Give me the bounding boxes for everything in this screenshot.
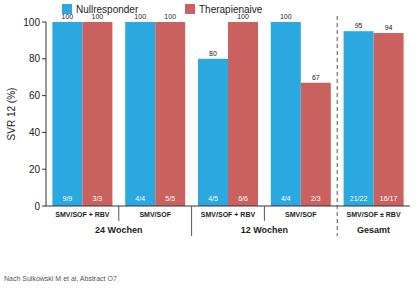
category-separator: [264, 206, 265, 221]
bars: [52, 22, 403, 206]
y-tick: [42, 132, 46, 133]
y-axis: [46, 22, 47, 206]
data-label: 100: [134, 13, 146, 20]
group-label: Gesamt: [357, 225, 390, 235]
fraction-label: 21/22: [350, 195, 368, 202]
y-tick-label: 80: [29, 53, 41, 64]
category-label: SMV/SOF: [139, 211, 171, 218]
fraction-label: 4/5: [208, 195, 218, 202]
group-separator: [191, 206, 192, 236]
bar: [301, 83, 331, 206]
group-label: 12 Wochen: [241, 225, 288, 235]
y-tick: [42, 95, 46, 96]
y-tick-label: 0: [34, 201, 40, 212]
category-label: SMV/SOF ± RBV: [347, 211, 401, 218]
data-label: 67: [312, 74, 320, 81]
fraction-label: 5/5: [165, 195, 175, 202]
legend-label: Therapienaive: [199, 4, 263, 15]
fraction-label: 2/3: [311, 195, 321, 202]
bar: [374, 33, 404, 206]
fraction-label: 9/9: [63, 195, 73, 202]
bar: [271, 22, 301, 206]
data-label: 100: [280, 13, 292, 20]
data-label: 100: [164, 13, 176, 20]
chart: Nullresponder Therapienaive 0 20 40 60 80 100 SV…: [0, 0, 420, 288]
bar: [155, 22, 185, 206]
fraction-label: 4/4: [281, 195, 291, 202]
dashed-separator: [337, 16, 338, 236]
category-separator: [118, 206, 119, 221]
y-tick-label: 20: [29, 164, 41, 175]
y-tick-label: 60: [29, 90, 41, 101]
y-tick: [42, 206, 46, 207]
legend-swatch: [185, 4, 195, 14]
category-label: SMV/SOF + RBV: [55, 211, 110, 218]
y-tick-label: 40: [29, 127, 41, 138]
bar: [82, 22, 112, 206]
data-label: 80: [209, 50, 217, 57]
group-label: 24 Wochen: [95, 225, 142, 235]
bar: [198, 59, 228, 206]
bar: [52, 22, 82, 206]
bar: [125, 22, 155, 206]
data-label: 100: [92, 13, 104, 20]
y-tick: [42, 58, 46, 59]
category-label: SMV/SOF + RBV: [201, 211, 256, 218]
data-label: 100: [62, 13, 74, 20]
y-axis-label: SVR 12 (%): [6, 88, 17, 141]
fraction-label: 6/6: [238, 195, 248, 202]
fraction-label: 3/3: [93, 195, 103, 202]
y-tick: [42, 169, 46, 170]
legend-label: Nullresponder: [76, 4, 139, 15]
bar: [228, 22, 258, 206]
data-label: 95: [355, 22, 363, 29]
category-label: SMV/SOF: [285, 211, 317, 218]
y-tick-label: 100: [23, 17, 40, 28]
fraction-label: 4/4: [135, 195, 145, 202]
y-tick: [42, 22, 46, 23]
data-label: 94: [385, 24, 393, 31]
source-note: Nach Sulkowski M et al, Abstract O7: [4, 275, 117, 282]
bar-labels: 100 9/9 100 3/3 100 4/4 100 5/5 80 4/5 100 6/6 100 4/…: [62, 13, 398, 202]
x-axis: [46, 206, 410, 207]
data-label: 100: [237, 13, 249, 20]
bar: [344, 31, 374, 206]
fraction-label: 16/17: [380, 195, 398, 202]
